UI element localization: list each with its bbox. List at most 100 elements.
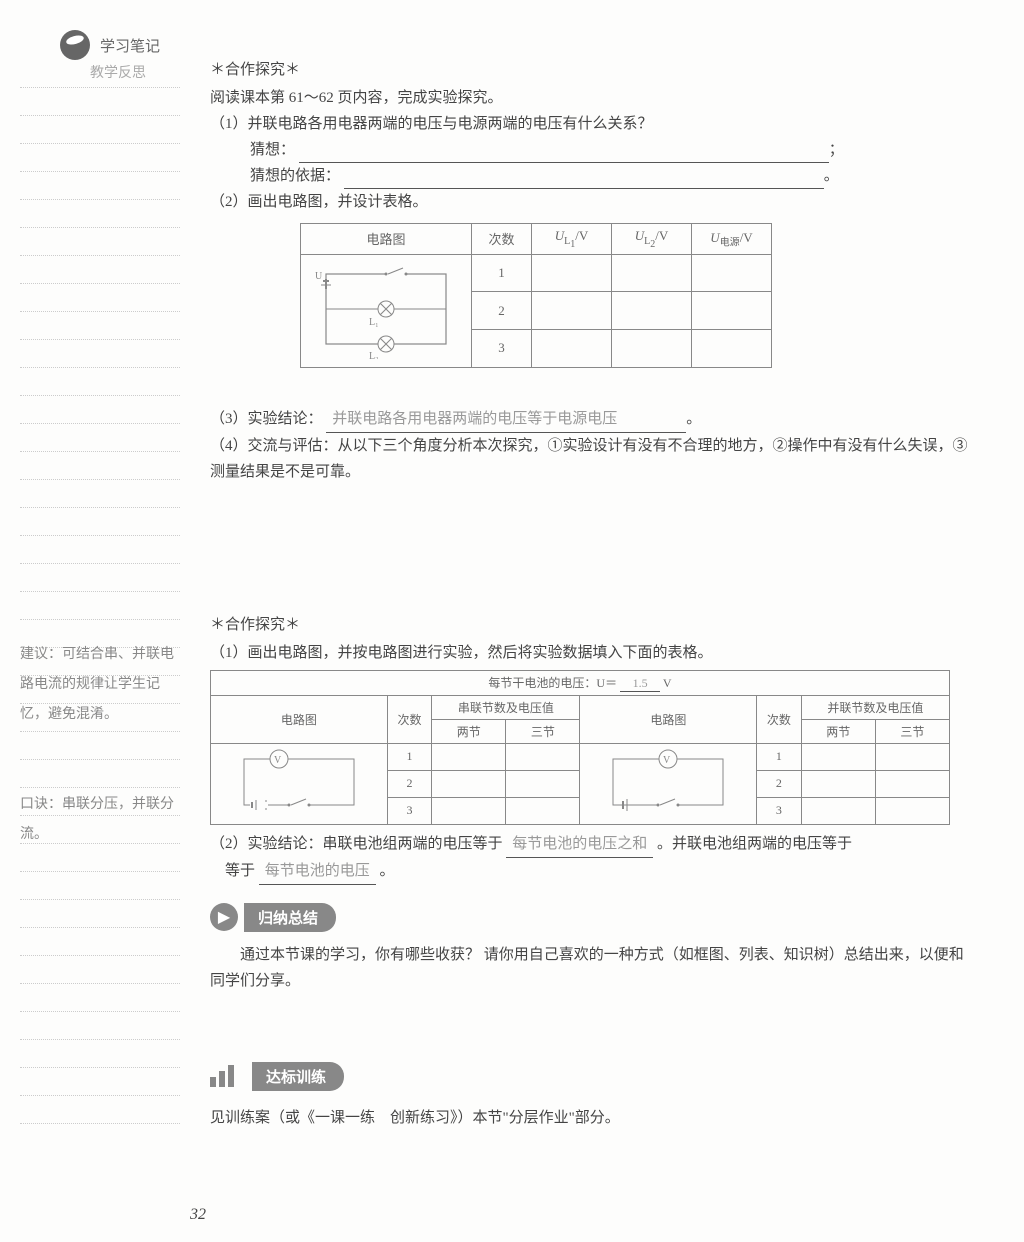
series-circuit-icon: V	[234, 747, 364, 817]
row-num: 1	[472, 254, 532, 292]
parallel-diagram-cell: V	[580, 743, 757, 824]
data-cell[interactable]	[506, 770, 580, 797]
data-cell[interactable]	[801, 770, 875, 797]
data-cell[interactable]	[612, 292, 692, 330]
guess-blank[interactable]	[299, 145, 829, 163]
data-cell[interactable]	[432, 797, 506, 824]
summary-text: 通过本节课的学习，你有哪些收获？ 请你用自己喜欢的一种方式（如框图、列表、知识树…	[210, 942, 970, 994]
row-num: 3	[387, 797, 431, 824]
th-diagram: 电路图	[301, 224, 472, 255]
main-content: ＊合作探究＊ 阅读课本第 61～62 页内容，完成实验探究。 （1）并联电路各用…	[210, 58, 970, 1131]
header-title-1: 学习笔记	[100, 35, 160, 56]
section2-q1: （1）画出电路图，并按电路图进行实验，然后将实验数据填入下面的表格。	[210, 640, 970, 666]
section1-q4: （4）交流与评估：从以下三个角度分析本次探究，①实验设计有没有不合理的地方，②操…	[210, 433, 970, 485]
row-num: 1	[757, 743, 801, 770]
guess-basis-blank[interactable]	[344, 171, 824, 189]
table-caption: 每节干电池的电压：U＝ 1.5 V	[211, 670, 950, 695]
th-count-l: 次数	[387, 695, 431, 743]
section2-title: ＊合作探究＊	[210, 613, 970, 634]
table-row: U L₁	[301, 254, 772, 292]
svg-text:V: V	[663, 755, 671, 766]
table-parallel: 电路图 次数 UL1/V UL2/V U电源/V U	[300, 223, 772, 368]
svg-text:U: U	[315, 271, 323, 282]
q2-ans2: 每节电池的电压	[259, 858, 376, 885]
svg-text:V: V	[274, 755, 282, 766]
q3-answer: 并联电路各用电器两端的电压等于电源电压	[326, 406, 686, 433]
table-row: 每节干电池的电压：U＝ 1.5 V	[211, 670, 950, 695]
th-series: 串联节数及电压值	[432, 695, 580, 719]
th-three-l: 三节	[506, 719, 580, 743]
q2-ans1: 每节电池的电压之和	[506, 831, 653, 858]
data-cell[interactable]	[875, 797, 949, 824]
q2-end: 。	[380, 863, 395, 879]
svg-text:L₂: L₂	[369, 351, 379, 359]
th-two-r: 两节	[801, 719, 875, 743]
th-two-l: 两节	[432, 719, 506, 743]
row-num: 3	[757, 797, 801, 824]
page-root: 学习笔记 教学反思 建议：可结合串、并联电路电流的规律让学生记忆，避免混淆。 口…	[0, 0, 1024, 1242]
data-cell[interactable]	[875, 743, 949, 770]
section1-q3: （3）实验结论： 并联电路各用电器两端的电压等于电源电压。	[210, 406, 970, 433]
section2-q2: （2）实验结论：串联电池组两端的电压等于 每节电池的电压之和 。并联电池组两端的…	[210, 831, 970, 885]
row-num: 2	[757, 770, 801, 797]
table-row: 电路图 次数 UL1/V UL2/V U电源/V	[301, 224, 772, 255]
caption-value: 1.5	[620, 676, 660, 692]
margin-note-1: 建议：可结合串、并联电路电流的规律让学生记忆，避免混淆。	[20, 640, 180, 730]
row-num: 2	[387, 770, 431, 797]
guess-basis-label: 猜想的依据：	[250, 168, 340, 184]
guess-basis-row: 猜想的依据： 。	[210, 163, 970, 189]
row-num: 3	[472, 329, 532, 367]
th-usrc: U电源/V	[692, 224, 772, 255]
th-parallel: 并联节数及电压值	[801, 695, 949, 719]
margin-note-2: 口诀：串联分压，并联分流。	[20, 790, 180, 850]
parallel-circuit-icon: U L₁	[311, 259, 461, 359]
data-cell[interactable]	[612, 329, 692, 367]
data-cell[interactable]	[506, 797, 580, 824]
section1-q2: （2）画出电路图，并设计表格。	[210, 189, 970, 215]
guess-label: 猜想：	[250, 142, 295, 158]
training-banner-label: 达标训练	[252, 1062, 344, 1091]
training-banner: 达标训练	[210, 1062, 970, 1091]
training-text: 见训练案（或《一课一练 创新练习》）本节"分层作业"部分。	[210, 1105, 970, 1131]
q3-prefix: （3）实验结论：	[210, 411, 323, 427]
data-cell[interactable]	[692, 329, 772, 367]
summary-banner-label: 归纳总结	[244, 903, 336, 932]
data-cell[interactable]	[692, 292, 772, 330]
th-diagram-r: 电路图	[580, 695, 757, 743]
data-cell[interactable]	[432, 743, 506, 770]
logo-icon	[60, 30, 90, 60]
arrow-right-icon: ▶	[210, 903, 238, 931]
page-number: 32	[190, 1206, 206, 1224]
data-cell[interactable]	[612, 254, 692, 292]
guess-row: 猜想： ；	[210, 137, 970, 163]
parallel-circuit-icon-2: V	[603, 747, 733, 817]
section1-q1: （1）并联电路各用电器两端的电压与电源两端的电压有什么关系？	[210, 111, 970, 137]
data-cell[interactable]	[875, 770, 949, 797]
q2-prefix: （2）实验结论：串联电池组两端的电压等于	[210, 836, 503, 852]
th-diagram-l: 电路图	[211, 695, 388, 743]
circuit-diagram-cell: U L₁	[301, 254, 472, 367]
data-cell[interactable]	[506, 743, 580, 770]
th-three-r: 三节	[875, 719, 949, 743]
caption-suffix: V	[663, 676, 672, 690]
series-diagram-cell: V	[211, 743, 388, 824]
table-battery: 每节干电池的电压：U＝ 1.5 V 电路图 次数 串联节数及电压值 电路图 次数…	[210, 670, 950, 825]
table-row: V 1	[211, 743, 950, 770]
data-cell[interactable]	[532, 254, 612, 292]
row-num: 1	[387, 743, 431, 770]
section1-title: ＊合作探究＊	[210, 58, 970, 79]
th-count-r: 次数	[757, 695, 801, 743]
th-ul2: UL2/V	[612, 224, 692, 255]
q2-mid: 。并联电池组两端的电压等于	[657, 836, 852, 852]
data-cell[interactable]	[692, 254, 772, 292]
table-row: 电路图 次数 串联节数及电压值 电路图 次数 并联节数及电压值	[211, 695, 950, 719]
sidebar-lines	[20, 60, 180, 1124]
data-cell[interactable]	[801, 797, 875, 824]
data-cell[interactable]	[532, 329, 612, 367]
bar-chart-icon	[210, 1065, 238, 1087]
data-cell[interactable]	[801, 743, 875, 770]
svg-text:L₁: L₁	[369, 317, 379, 328]
data-cell[interactable]	[532, 292, 612, 330]
th-count: 次数	[472, 224, 532, 255]
data-cell[interactable]	[432, 770, 506, 797]
